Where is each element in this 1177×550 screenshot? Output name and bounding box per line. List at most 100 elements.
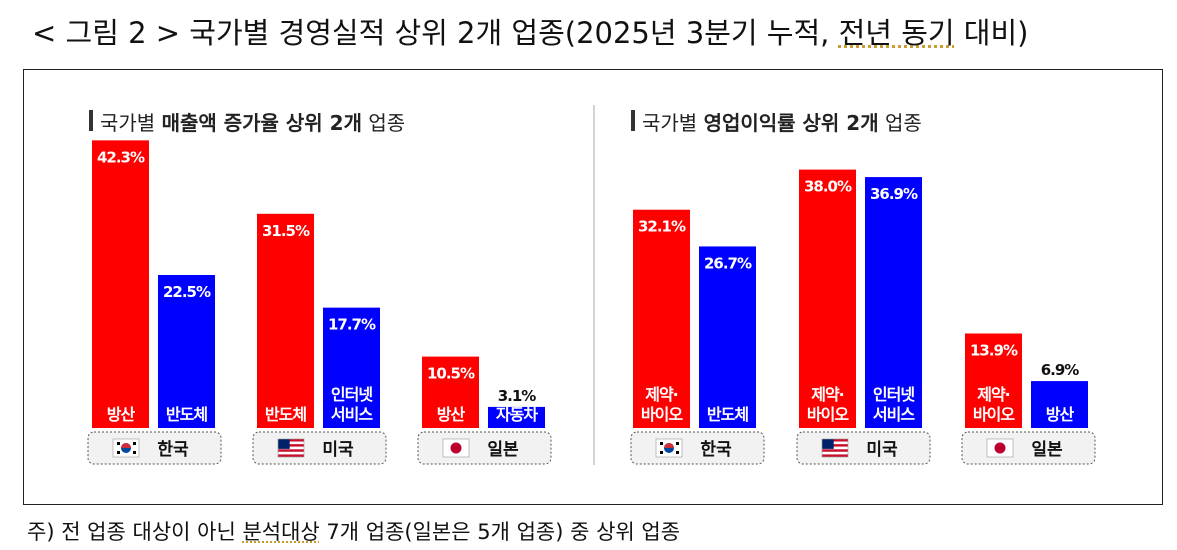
bar-category-label: 제약·: [811, 385, 844, 404]
usa-flag-icon-border: [277, 438, 305, 458]
bar-value-label: 31.5%: [262, 222, 310, 240]
usa-flag-icon-border: [821, 438, 849, 458]
bar-value-label: 17.7%: [328, 316, 376, 334]
bar-category-label: 바이오: [807, 405, 849, 424]
country-pill: [417, 431, 552, 465]
japan-flag-icon: [442, 438, 470, 458]
bar-category-label: 인터넷: [873, 385, 915, 404]
figure-title: < 그림 2 > 국가별 경영실적 상위 2개 업종(2025년 3분기 누적,…: [32, 10, 1162, 52]
chart-title-bold: 매출액 증가율 상위 2개: [162, 111, 362, 135]
bar-value-label: 36.9%: [870, 185, 918, 203]
bar-category-label: 바이오: [641, 405, 683, 424]
country-label: 한국: [700, 440, 732, 460]
country-pill: [961, 431, 1096, 465]
bar: [633, 209, 690, 428]
korea-flag-icon-trigram: [133, 442, 136, 445]
japan-flag-icon: [986, 438, 1014, 458]
bar: [699, 246, 756, 428]
japan-flag-icon-disc: [450, 442, 462, 454]
bar: [323, 307, 380, 428]
chart-title-marker: [89, 110, 93, 131]
bar-category-label: 방산: [1046, 405, 1075, 424]
bar-category-label: 서비스: [331, 405, 373, 424]
usa-flag-icon-stripe: [822, 449, 848, 452]
bar: [965, 333, 1022, 428]
bar-category-label: 제약·: [977, 385, 1010, 404]
figure-title-suffix: 대비): [954, 16, 1029, 50]
figure-title-text: < 그림 2 > 국가별 경영실적 상위 2개 업종(2025년 3분기 누적,: [32, 16, 839, 50]
usa-flag-icon-stripe: [278, 444, 304, 447]
bar: [257, 213, 314, 428]
korea-flag-icon-taeguk-red: [121, 443, 131, 448]
korea-flag-icon-trigram: [660, 442, 663, 445]
country-label: 한국: [157, 440, 189, 460]
figure-frame: [23, 69, 1163, 505]
footnote: 주) 전 업종 대상이 아닌 분석대상 7개 업종(일본은 5개 업종) 중 상…: [27, 516, 680, 546]
bar: [488, 406, 545, 428]
usa-flag-icon: [821, 438, 849, 458]
korea-flag-icon-trigram: [660, 451, 663, 454]
usa-flag-icon-stripe: [278, 451, 304, 455]
bar-value-label: 13.9%: [970, 341, 1018, 359]
usa-flag-icon-stripe: [278, 454, 304, 457]
bar-category-label: 인터넷: [331, 385, 373, 404]
bar-category-label: 방산: [437, 405, 466, 424]
korea-flag-icon-trigram: [133, 451, 136, 454]
country-pill: [252, 431, 387, 465]
usa-flag-icon-stripe: [822, 454, 848, 457]
bar: [422, 356, 479, 428]
usa-flag-icon-stripe: [822, 451, 848, 455]
usa-flag-icon-stripe: [278, 446, 304, 450]
country-label: 일본: [1031, 440, 1063, 460]
japan-flag-icon-disc: [994, 442, 1006, 454]
bar-category-label: 자동차: [496, 405, 538, 424]
usa-flag-icon-stripe: [278, 441, 304, 445]
korea-flag-icon: [655, 438, 683, 458]
korea-flag-icon-trigram: [117, 451, 120, 454]
usa-flag-icon-stripe: [822, 446, 848, 450]
bar-category-label: 방산: [107, 405, 136, 424]
bar: [92, 140, 149, 429]
country-label: 미국: [322, 440, 354, 460]
korea-flag-icon-trigram: [676, 442, 679, 445]
bar-category-label: 반도체: [265, 405, 306, 424]
country-label: 일본: [487, 440, 519, 460]
chart-panel-2: 국가별 영업이익률 상위 2개 업종32.1%제약·바이오26.7%반도체한국3…: [630, 110, 1096, 465]
usa-flag-icon-stripe: [822, 441, 848, 445]
korea-flag-icon-taeguk-red: [664, 443, 674, 448]
footnote-suffix: 7개 업종(일본은 5개 업종) 중 상위 업종: [319, 520, 681, 544]
footnote-highlight: 분석대상: [242, 520, 320, 544]
bar-value-label: 26.7%: [704, 254, 752, 272]
bar-value-label: 10.5%: [427, 365, 475, 383]
bar: [799, 169, 856, 428]
bar: [158, 275, 215, 428]
bar-value-label: 22.5%: [163, 283, 211, 301]
chart-title: 국가별 영업이익률 상위 2개 업종: [642, 111, 922, 135]
bar-value-label: 6.9%: [1041, 361, 1080, 379]
bar-category-label: 제약·: [645, 385, 678, 404]
bar-value-label: 3.1%: [498, 387, 537, 405]
korea-flag-icon: [112, 438, 140, 458]
bar-value-label: 38.0%: [804, 178, 852, 196]
country-label: 미국: [866, 440, 898, 460]
usa-flag-icon-stripe: [822, 439, 848, 442]
country-pill: [87, 431, 222, 465]
chart-title-bold: 영업이익률 상위 2개: [704, 111, 879, 135]
usa-flag-icon-canton: [822, 439, 834, 449]
chart-title-prefix: 국가별: [100, 111, 162, 135]
country-pill: [796, 431, 931, 465]
usa-flag-icon-stripe: [822, 444, 848, 447]
bar: [865, 177, 922, 428]
usa-flag-icon-stripe: [278, 449, 304, 452]
bar-value-label: 42.3%: [97, 148, 145, 166]
korea-flag-icon-trigram: [676, 451, 679, 454]
chart-title-suffix: 업종: [879, 111, 922, 135]
usa-flag-icon-canton: [278, 439, 290, 449]
